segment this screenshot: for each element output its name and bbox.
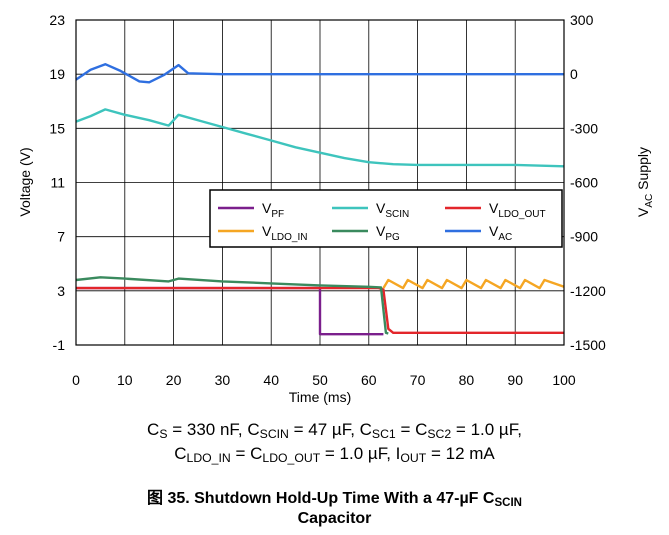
y-tick-label: 11 [50, 175, 65, 191]
legend-label: VPF [262, 200, 284, 220]
y2-tick-label: 300 [570, 12, 594, 28]
series-lines [75, 62, 565, 336]
y-tick-label: -1 [53, 337, 66, 353]
legend-label: VLDO_IN [262, 223, 307, 243]
x-axis-label: Time (ms) [289, 389, 351, 405]
x-tick-label: 90 [507, 372, 523, 388]
legend-label: VSCIN [376, 200, 409, 220]
y2-tick-label: -1500 [570, 337, 606, 353]
x-tick-label: 10 [117, 372, 133, 388]
figure-caption: 图 35. Shutdown Hold-Up Time With a 47-µF… [147, 490, 522, 527]
y2-tick-label: -600 [570, 175, 598, 191]
chart: 0 10 20 30 40 50 60 70 80 90 100 -1 3 7 11 15 19 23 -1500 -… [17, 12, 655, 405]
x-tick-label: 50 [312, 372, 328, 388]
series-line-ldo-in [382, 278, 565, 290]
y-tick-label: 23 [49, 12, 65, 28]
legend-label: VAC [489, 223, 512, 243]
x-tick-label: 20 [166, 372, 182, 388]
tick-labels: 0 10 20 30 40 50 60 70 80 90 100 -1 3 7 11 15 19 23 -1500 -… [49, 12, 606, 388]
conditions-line-2: CLDO_IN = CLDO_OUT = 1.0 µF, IOUT = 12 m… [174, 444, 495, 466]
x-tick-label: 0 [72, 372, 80, 388]
series-line-pg [75, 276, 389, 335]
x-tick-label: 70 [410, 372, 426, 388]
series-line-ldo-out [76, 286, 564, 334]
y-tick-label: 19 [49, 66, 65, 82]
legend-box [209, 189, 563, 248]
x-tick-label: 30 [215, 372, 231, 388]
y2-tick-label: 0 [570, 66, 578, 82]
y2-axis-label: VAC Supply [635, 147, 655, 217]
x-tick-label: 80 [459, 372, 475, 388]
conditions-line-1: CS = 330 nF, CSCIN = 47 µF, CSC1 = CSC2 … [147, 420, 522, 442]
y2-tick-label: -1200 [570, 283, 606, 299]
y-axis-label: Voltage (V) [17, 147, 33, 216]
legend-label: VPG [376, 223, 400, 243]
x-tick-label: 100 [552, 372, 576, 388]
x-tick-label: 40 [263, 372, 279, 388]
y-tick-label: 3 [57, 283, 65, 299]
series-line-scin [75, 108, 565, 168]
y2-tick-label: -300 [570, 120, 598, 136]
y-tick-label: 15 [49, 120, 65, 136]
y2-tick-label: -900 [570, 229, 598, 245]
legend: VPF VSCIN VLDO_OUT VLDO_IN VPG VAC [209, 189, 563, 248]
series-line-ac [75, 62, 564, 84]
legend-label: VLDO_OUT [489, 200, 546, 220]
x-tick-label: 60 [361, 372, 377, 388]
plot-border [75, 19, 565, 346]
y-tick-label: 7 [57, 229, 65, 245]
